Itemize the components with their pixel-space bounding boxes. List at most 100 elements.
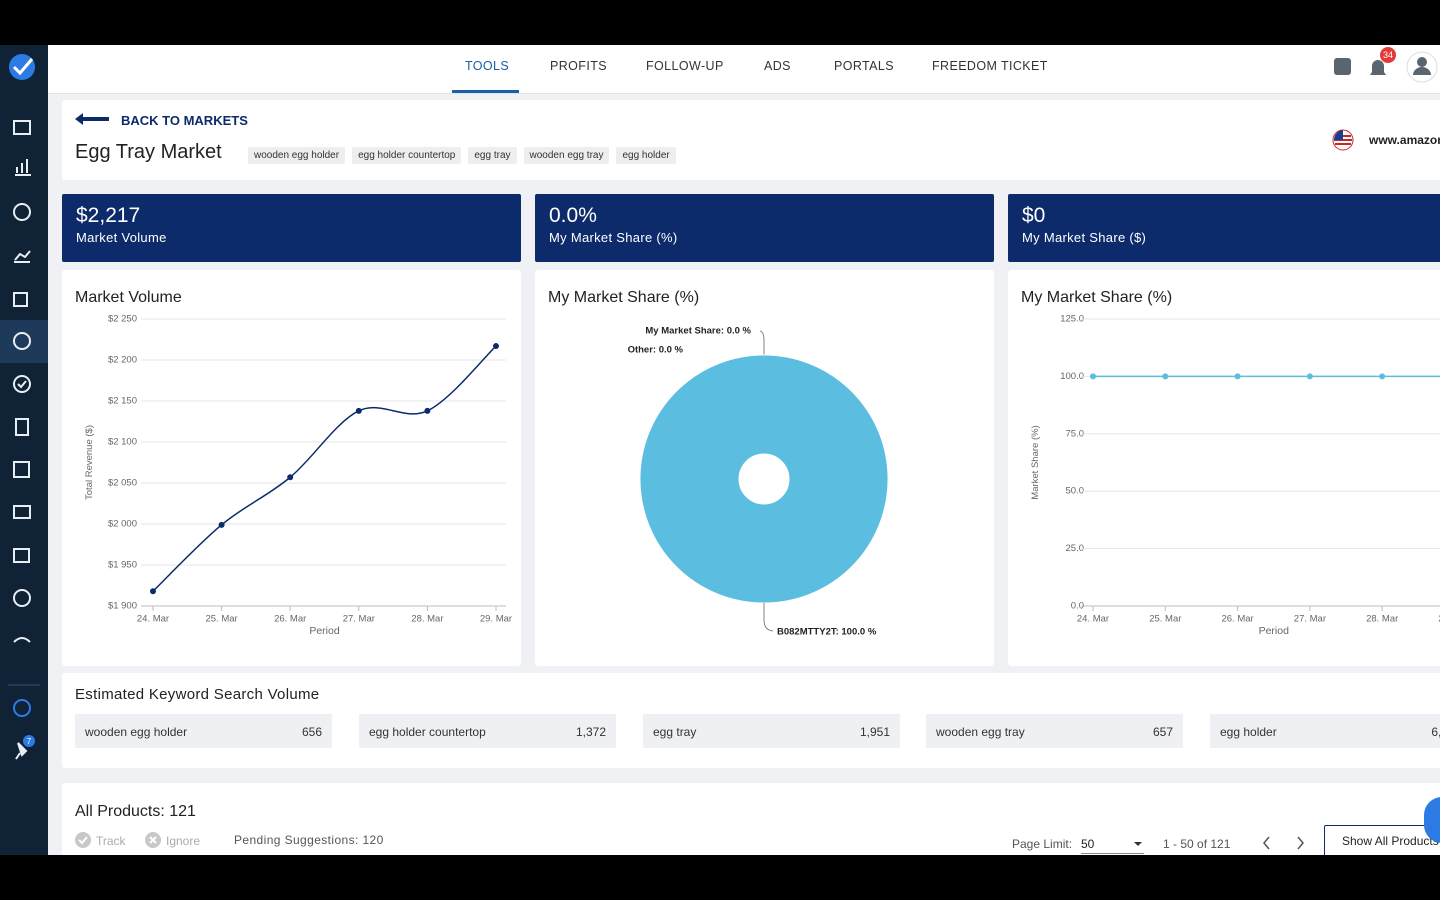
- pending-suggestions: Pending Suggestions: 120: [234, 833, 384, 847]
- keyword-card: egg holder 6,3: [1210, 714, 1440, 748]
- pie-slice: [639, 354, 889, 604]
- facebook-icon[interactable]: [1334, 58, 1351, 75]
- active-tab-underline: [452, 90, 519, 93]
- chart: Market Volume $1 900 $1 950 $2 000 $2 050 $2 …: [75, 289, 512, 637]
- nav-icons: 34: [1334, 47, 1438, 83]
- chart-title: Market Volume: [75, 289, 182, 306]
- back-arrow[interactable]: [75, 112, 111, 126]
- point: [218, 521, 225, 528]
- y-tick-label: $1 950: [108, 560, 137, 571]
- tags: wooden egg holder egg holder countertop eg…: [248, 145, 683, 164]
- keyword: wooden egg tray: [936, 725, 1025, 739]
- point: [1379, 373, 1386, 380]
- kpi-card: $0 My Market Share ($): [1008, 194, 1440, 262]
- top-nav: TOOLS PROFITS FOLLOW-UP ADS PORTALS FREE…: [48, 45, 1440, 94]
- app: 7 TOOLS PROFITS FOLLOW-UP ADS PORTALS FR…: [0, 45, 1440, 855]
- chat-button[interactable]: [1424, 797, 1440, 843]
- x-tick-label: 24. Mar: [1077, 614, 1109, 625]
- leader-line: [763, 603, 774, 632]
- x-axis-title: Period: [1259, 625, 1290, 637]
- x-tick-label: 27. Mar: [343, 614, 375, 625]
- nav-tab[interactable]: FOLLOW-UP: [646, 59, 724, 73]
- marketplace: www.amazon: [1369, 133, 1440, 147]
- data-label: Other: 0.0 %: [628, 345, 684, 356]
- x-tick-label: 27. Mar: [1294, 614, 1326, 625]
- chart: My Market Share (%) My Market Share: 0.0 …: [548, 289, 889, 638]
- kpi-label: Market Volume: [76, 230, 167, 245]
- chart-panel: My Market Share (%) My Market Share: 0.0 …: [535, 270, 994, 666]
- series-line: [152, 345, 497, 592]
- nav-tab[interactable]: FREEDOM TICKET: [932, 59, 1048, 73]
- bell-icon[interactable]: [1370, 60, 1386, 75]
- kpi-value: $0: [1022, 204, 1046, 227]
- tag: egg holder countertop: [352, 147, 462, 164]
- y-tick-label: 50.0: [1066, 486, 1085, 497]
- x-tick-label: 29. Mar: [1438, 614, 1440, 625]
- keyword-panel: Estimated Keyword Search Volume wooden e…: [62, 673, 1440, 768]
- track-button[interactable]: Track: [96, 834, 126, 848]
- back-link[interactable]: BACK TO MARKETS: [121, 113, 248, 128]
- section-title: Estimated Keyword Search Volume: [75, 686, 320, 703]
- point: [150, 588, 156, 595]
- dropdown-arrow: [1134, 842, 1142, 850]
- data-label: My Market Share: 0.0 %: [645, 326, 751, 337]
- y-tick-label: 25.0: [1066, 543, 1085, 554]
- leader-line: [759, 330, 765, 355]
- point: [1234, 373, 1241, 380]
- volume: 1,372: [575, 725, 606, 739]
- notification-count: 34: [1383, 50, 1393, 60]
- keyword-card: egg tray 1,951: [643, 714, 900, 748]
- kpi-value: 0.0%: [549, 204, 597, 227]
- keyword-card: egg holder countertop 1,372: [359, 714, 616, 748]
- kpi-value: $2,217: [76, 204, 141, 227]
- show-all-button[interactable]: Show All Products: [1324, 825, 1440, 855]
- pager-arrows[interactable]: [1260, 835, 1310, 851]
- point: [1090, 373, 1096, 380]
- x-tick-label: 26. Mar: [274, 614, 306, 625]
- x-tick-label: 25. Mar: [1149, 614, 1181, 625]
- y-tick-label: 125.0: [1060, 314, 1084, 325]
- tag: egg holder: [616, 147, 676, 164]
- keyword: wooden egg holder: [85, 725, 188, 739]
- kpi-label: My Market Share (%): [549, 230, 678, 245]
- kpi-card: $2,217 Market Volume: [62, 194, 521, 262]
- volume: 657: [1152, 725, 1173, 739]
- kpi-card: 0.0% My Market Share (%): [535, 194, 994, 262]
- chart: My Market Share (%) 0.0 25.0 50.0 75.0 100.0 1…: [1021, 289, 1440, 637]
- point: [493, 343, 499, 350]
- x-tick-label: 28. Mar: [1366, 614, 1398, 625]
- show-all-label: Show All Products: [1342, 834, 1439, 848]
- page-limit-value: 50: [1081, 837, 1095, 851]
- ignore-icon[interactable]: [145, 832, 163, 850]
- x-axis-title: Period: [309, 625, 340, 637]
- keyword: egg holder countertop: [369, 725, 486, 739]
- nav-tab[interactable]: ADS: [764, 59, 791, 73]
- y-tick-label: 75.0: [1066, 428, 1085, 439]
- x-tick-label: 26. Mar: [1221, 614, 1253, 625]
- x-tick-label: 24. Mar: [137, 614, 169, 625]
- sidebar: 7: [0, 45, 48, 855]
- track-icon[interactable]: [75, 832, 93, 850]
- point: [1162, 373, 1169, 380]
- volume: 656: [301, 725, 322, 739]
- y-tick-label: $2 050: [108, 478, 137, 489]
- keyword-card: wooden egg tray 657: [926, 714, 1183, 748]
- chart-title: My Market Share (%): [548, 289, 699, 306]
- ignore-button[interactable]: Ignore: [166, 834, 201, 848]
- y-axis-title: Total Revenue ($): [84, 425, 95, 500]
- keyword: egg tray: [653, 725, 697, 739]
- data-label: B082MTTY2T: 100.0 %: [777, 627, 877, 638]
- products-title: All Products: 121: [75, 803, 196, 820]
- pin-badge: 7: [27, 737, 32, 746]
- chart-panel: Market Volume $1 900 $1 950 $2 000 $2 050 $2 …: [62, 270, 521, 666]
- keyword: egg holder: [1220, 725, 1277, 739]
- tag: egg tray: [468, 147, 517, 164]
- point: [424, 407, 431, 414]
- chart-panel: My Market Share (%) 0.0 25.0 50.0 75.0 100.0 1…: [1008, 270, 1440, 666]
- nav-tab[interactable]: PROFITS: [550, 59, 607, 73]
- y-tick-label: 0.0: [1071, 601, 1084, 612]
- nav-tab[interactable]: PORTALS: [834, 59, 894, 73]
- nav-tab[interactable]: TOOLS: [465, 59, 510, 73]
- page-limit-select[interactable]: 50: [1081, 837, 1144, 854]
